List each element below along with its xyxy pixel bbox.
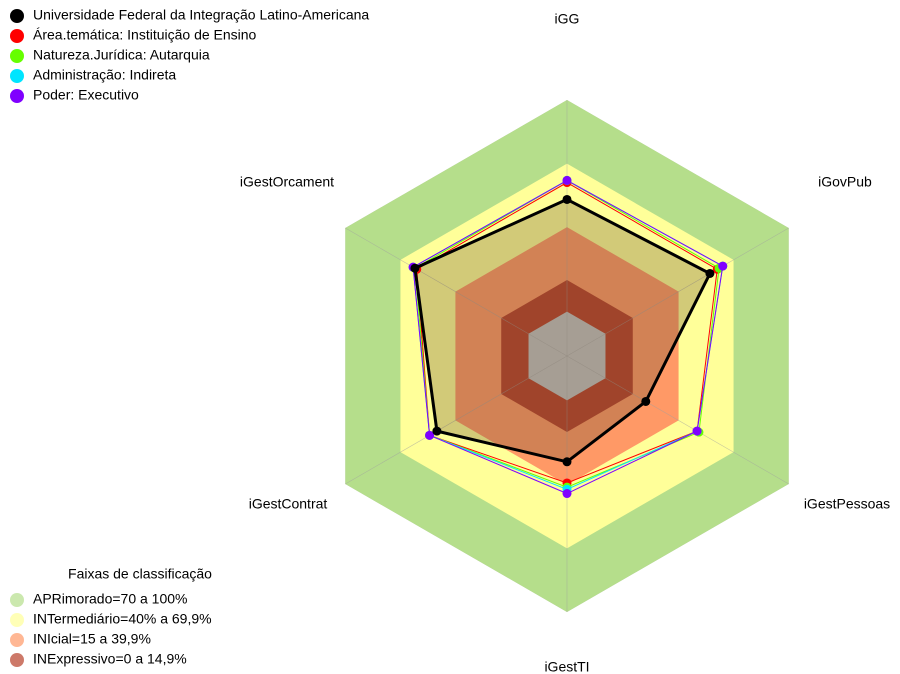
series-point (705, 268, 715, 278)
axis-label: iGovPub (818, 174, 872, 190)
band-legend-marker (10, 653, 24, 667)
series-area (414, 199, 710, 462)
legend-marker (10, 9, 24, 23)
legend-label: Universidade Federal da Integração Latin… (33, 7, 369, 23)
spoke (566, 355, 789, 485)
series-point (425, 430, 435, 440)
spoke (345, 355, 568, 485)
series-point (432, 426, 442, 436)
spoke (566, 227, 789, 357)
axis-label: iGestOrcament (240, 174, 334, 190)
legend-marker (10, 49, 24, 63)
legend-label: Administração: Indireta (33, 67, 176, 83)
legend-label: Natureza.Jurídica: Autarquia (33, 47, 210, 63)
axis-label: iGestTI (544, 659, 589, 674)
series-point (562, 457, 572, 467)
band-legend-marker (10, 613, 24, 627)
band-legend-marker (10, 593, 24, 607)
legend-label: Poder: Executivo (33, 87, 139, 103)
series-point (562, 194, 572, 204)
band-legend-label: INExpressivo=0 a 14,9% (33, 651, 187, 667)
band-legend-label: INIcial=15 a 39,9% (33, 631, 151, 647)
series-point (692, 426, 702, 436)
series-point (718, 261, 728, 271)
band-legend-label: APRimorado=70 a 100% (33, 591, 188, 607)
legend-label: Área.temática: Instituição de Ensino (33, 27, 257, 43)
series-point (410, 263, 420, 273)
series-point (562, 175, 572, 185)
series-point (641, 396, 651, 406)
band-legend-label: INTermediário=40% a 69,9% (33, 611, 212, 627)
legend-marker (10, 29, 24, 43)
spoke (345, 227, 568, 357)
axis-label: iGestPessoas (804, 496, 890, 512)
legend-marker (10, 69, 24, 83)
series-point (562, 489, 572, 499)
legend-marker (10, 89, 24, 103)
bands-title: Faixas de classificação (68, 566, 212, 582)
axis-label: iGG (555, 11, 580, 27)
band-legend-marker (10, 633, 24, 647)
axis-label: iGestContrat (249, 496, 328, 512)
